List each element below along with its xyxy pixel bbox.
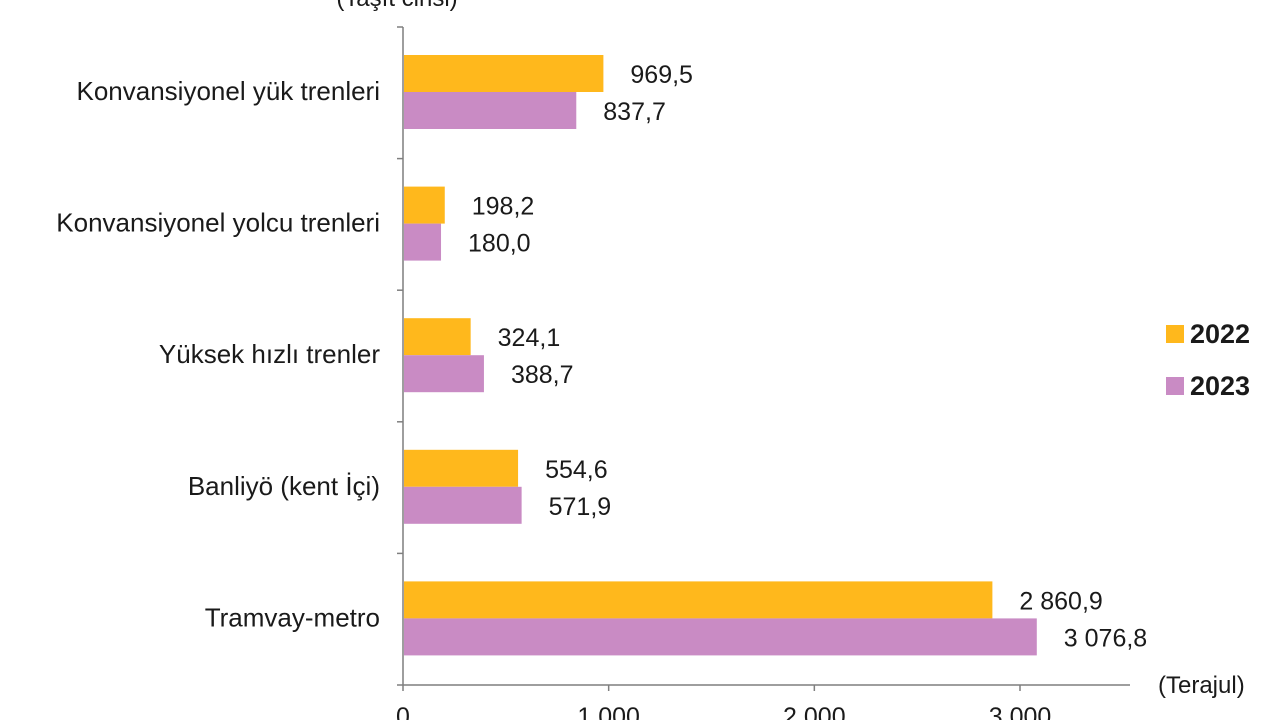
x-tick-label: 2 000	[783, 703, 846, 720]
value-label-2023: 571,9	[549, 493, 612, 521]
value-label-2022: 554,6	[545, 456, 608, 484]
bar-2023	[404, 618, 1037, 656]
value-label-2022: 2 860,9	[1019, 587, 1102, 615]
x-tick-label: 1 000	[577, 703, 640, 720]
x-axis-unit-label: (Terajul)	[1158, 672, 1245, 699]
y-axis-title: (Taşıt cinsi)	[336, 0, 457, 12]
value-label-2022: 324,1	[498, 324, 561, 352]
value-label-2023: 388,7	[511, 361, 574, 389]
legend-label-2022: 2022	[1190, 319, 1250, 349]
bar-2022	[404, 581, 993, 619]
bar-2022	[404, 449, 519, 487]
value-label-2022: 198,2	[472, 193, 535, 221]
legend-swatch-2022	[1166, 325, 1184, 343]
bar-2023	[404, 223, 442, 261]
legend-label-2023: 2023	[1190, 371, 1250, 401]
bar-2022	[404, 318, 471, 356]
bar-2023	[404, 92, 577, 129]
value-label-2023: 837,7	[603, 98, 666, 126]
bar-2023	[404, 486, 522, 524]
category-label: Konvansiyonel yük trenleri	[77, 76, 381, 106]
value-label-2022: 969,5	[630, 61, 693, 89]
category-label: Tramvay-metro	[205, 602, 380, 632]
category-label: Konvansiyonel yolcu trenleri	[56, 208, 380, 238]
value-label-2023: 3 076,8	[1064, 624, 1147, 652]
category-label: Yüksek hızlı trenler	[159, 339, 380, 369]
bar-2022	[404, 186, 445, 224]
plot-area: 0 1 000 2 000 3 000 Konvansiyonel yük trenle…	[56, 26, 1147, 720]
x-tick-label: 3 000	[989, 703, 1052, 720]
value-label-2023: 180,0	[468, 230, 531, 258]
bar-2023	[404, 355, 484, 393]
category-label: Banliyö (kent İçi)	[188, 471, 380, 501]
legend: 2022 2023	[1166, 319, 1250, 401]
bar-2022	[404, 55, 604, 92]
legend-swatch-2023	[1166, 377, 1184, 395]
x-tick-label: 0	[396, 703, 410, 720]
